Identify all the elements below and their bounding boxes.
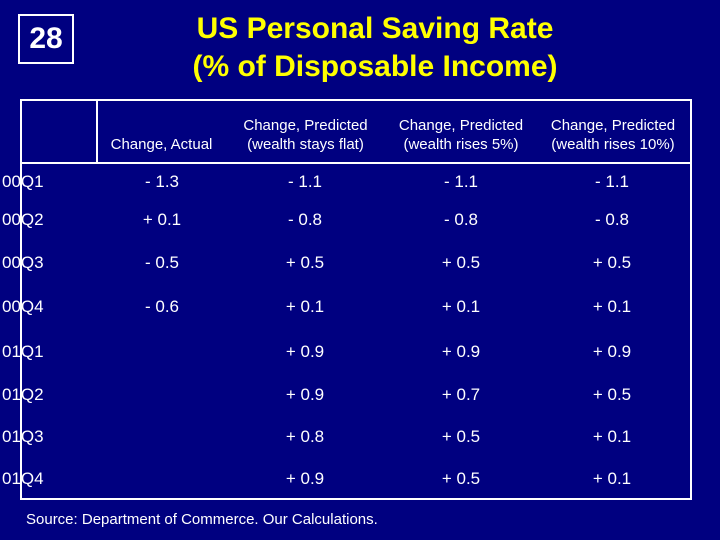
header-line-2: (wealth rises 10%) — [551, 136, 675, 153]
header-predicted-5pct: Change, Predicted (wealth rises 5%) — [386, 116, 536, 154]
cell-predicted-5pct: + 0.1 — [441, 297, 481, 316]
row-label: 01Q3 — [2, 427, 44, 446]
cell-predicted-5pct: - 1.1 — [443, 172, 479, 191]
cell-predicted-10pct: + 0.5 — [592, 253, 632, 272]
title-line-2: (% of Disposable Income) — [192, 50, 558, 83]
cell-actual: - 0.5 — [144, 253, 180, 272]
cell-actual: - 0.6 — [144, 297, 180, 316]
cell-predicted-flat: - 0.8 — [287, 210, 323, 229]
slide-title: US Personal Saving Rate (% of Disposable… — [130, 10, 620, 86]
cell-predicted-5pct: - 0.8 — [443, 210, 479, 229]
cell-predicted-flat: + 0.5 — [285, 253, 325, 272]
header-line-1: Change, Predicted — [398, 117, 524, 134]
cell-predicted-10pct: + 0.1 — [592, 427, 632, 446]
cell-predicted-10pct: - 0.8 — [594, 210, 630, 229]
cell-predicted-flat: + 0.9 — [285, 385, 325, 404]
title-line-1: US Personal Saving Rate — [196, 12, 554, 45]
cell-predicted-5pct: + 0.5 — [441, 469, 481, 488]
cell-predicted-10pct: + 0.1 — [592, 297, 632, 316]
cell-actual: - 1.3 — [144, 172, 180, 191]
row-label: 00Q3 — [2, 253, 44, 272]
cell-predicted-10pct: + 0.1 — [592, 469, 632, 488]
header-line-1: Change, Predicted — [243, 117, 368, 134]
cell-predicted-10pct: - 1.1 — [594, 172, 630, 191]
data-table — [20, 99, 692, 500]
cell-predicted-5pct: + 0.9 — [441, 342, 481, 361]
row-label: 00Q1 — [2, 172, 44, 191]
header-line-2: Change, Actual — [110, 136, 213, 153]
cell-predicted-5pct: + 0.5 — [441, 253, 481, 272]
header-line-2: (wealth stays flat) — [247, 136, 364, 153]
source-note: Source: Department of Commerce. Our Calc… — [26, 511, 378, 528]
row-label: 00Q2 — [2, 210, 44, 229]
row-label: 01Q4 — [2, 469, 44, 488]
row-label: 01Q1 — [2, 342, 44, 361]
cell-predicted-flat: + 0.8 — [285, 427, 325, 446]
header-predicted-10pct: Change, Predicted (wealth rises 10%) — [538, 116, 688, 154]
cell-predicted-10pct: + 0.5 — [592, 385, 632, 404]
header-line-1 — [98, 116, 225, 135]
row-label: 00Q4 — [2, 297, 44, 316]
cell-actual: + 0.1 — [142, 210, 182, 229]
cell-predicted-flat: + 0.9 — [285, 469, 325, 488]
cell-predicted-5pct: + 0.7 — [441, 385, 481, 404]
header-change-actual: Change, Actual — [98, 116, 225, 154]
cell-predicted-flat: - 1.1 — [287, 172, 323, 191]
header-line-1: Change, Predicted — [550, 117, 676, 134]
header-predicted-flat: Change, Predicted (wealth stays flat) — [228, 116, 383, 154]
cell-predicted-5pct: + 0.5 — [441, 427, 481, 446]
cell-predicted-flat: + 0.1 — [285, 297, 325, 316]
slide-number: 28 — [18, 14, 74, 64]
cell-predicted-10pct: + 0.9 — [592, 342, 632, 361]
header-column-divider-1 — [96, 99, 98, 164]
cell-predicted-flat: + 0.9 — [285, 342, 325, 361]
header-line-2: (wealth rises 5%) — [403, 136, 519, 153]
header-divider — [20, 162, 692, 164]
row-label: 01Q2 — [2, 385, 44, 404]
